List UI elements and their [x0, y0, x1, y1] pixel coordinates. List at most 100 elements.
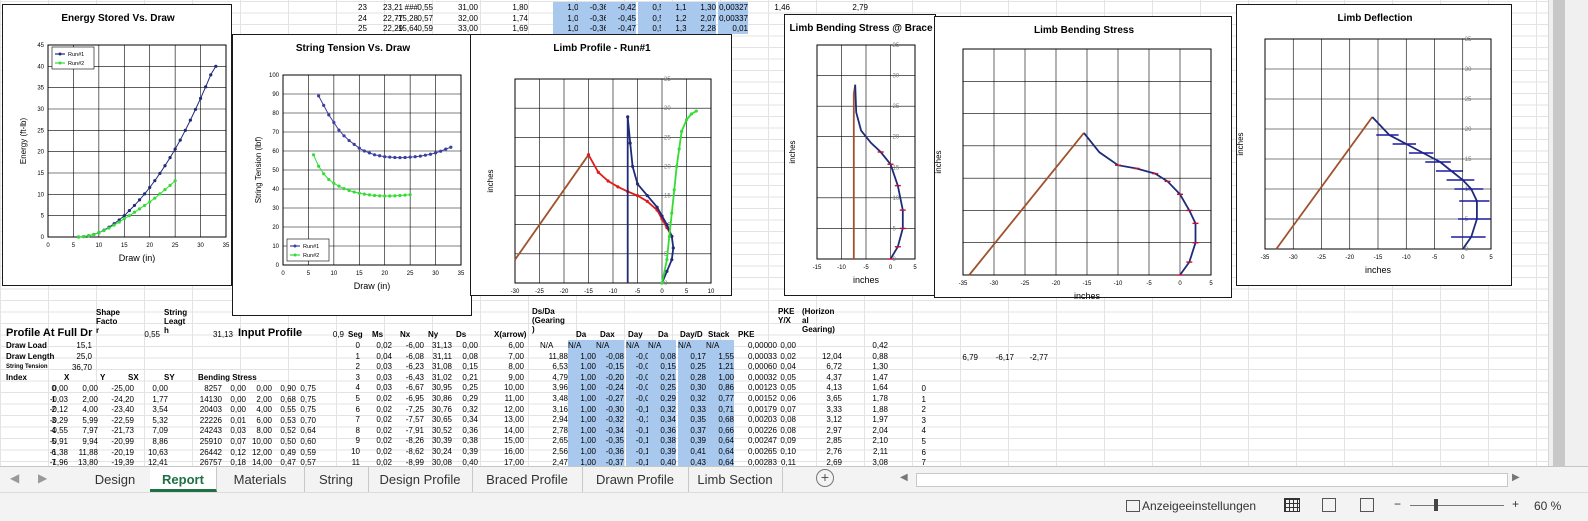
data-cell[interactable]: -0,36 — [596, 446, 624, 457]
data-cell[interactable]: 8,86 — [152, 437, 168, 446]
next-sheet-icon[interactable]: ▶ — [38, 471, 48, 485]
data-cell[interactable]: 11,00 — [504, 394, 524, 403]
data-cell[interactable]: 0,00283 — [748, 457, 777, 466]
data-cell[interactable]: 0,40 — [648, 456, 676, 466]
data-cell[interactable]: 0,64 — [706, 456, 734, 466]
data-cell[interactable]: 4,37 — [826, 372, 842, 382]
data-cell[interactable]: 7,00 — [508, 351, 524, 361]
data-cell[interactable]: -7,91 — [405, 425, 424, 435]
data-cell[interactable]: 10,00 — [503, 383, 524, 393]
data-cell[interactable]: 4 — [921, 426, 926, 436]
data-cell[interactable]: -1,38 — [49, 447, 68, 457]
data-cell[interactable]: 1,00 — [568, 371, 596, 383]
data-cell[interactable]: 2,65 — [552, 436, 568, 446]
data-cell[interactable]: 1,00 — [553, 2, 583, 13]
data-cell[interactable]: -7,57 — [405, 415, 424, 425]
data-cell[interactable]: -0,24 — [596, 382, 624, 394]
label-cell[interactable]: Draw Load — [6, 341, 47, 350]
data-cell[interactable]: -0,36 — [578, 2, 608, 13]
data-cell[interactable]: 6,72 — [826, 362, 842, 372]
section-title[interactable]: Input Profile — [238, 327, 303, 339]
data-cell[interactable]: -0,34 — [596, 424, 624, 436]
data-cell[interactable]: 2,76 — [826, 447, 842, 456]
data-cell[interactable]: 0,38 — [462, 436, 478, 446]
header-cell[interactable]: Ds — [456, 330, 467, 339]
data-cell[interactable]: N/A — [626, 340, 654, 351]
data-cell[interactable]: 22226 — [199, 415, 222, 425]
data-cell[interactable]: 0,30 — [678, 382, 706, 394]
data-cell[interactable]: -0,47 — [606, 23, 636, 34]
data-cell[interactable]: 0,35 — [678, 414, 706, 426]
data-cell[interactable]: -0,12 — [626, 424, 654, 436]
chart-string-tension[interactable]: String Tension Vs. Draw 0 5 10 15 20 25 30 35 0 10… — [232, 34, 472, 316]
data-cell[interactable]: 2,11 — [873, 447, 888, 456]
data-cell[interactable]: 0,32 — [678, 393, 706, 404]
data-cell[interactable]: 0,55 — [144, 330, 160, 339]
data-cell[interactable]: -0,06 — [626, 371, 654, 383]
header-cell[interactable]: SY — [164, 373, 175, 382]
data-cell[interactable]: 1,69 — [512, 24, 528, 33]
data-cell[interactable]: -0,20 — [596, 371, 624, 383]
data-cell[interactable]: 30,95 — [431, 383, 452, 393]
zoom-slider[interactable] — [1410, 505, 1504, 506]
data-cell[interactable]: 0,05 — [780, 383, 796, 393]
data-cell[interactable]: 0,05 — [780, 372, 796, 382]
data-cell[interactable]: 0,09 — [780, 436, 796, 446]
data-cell[interactable]: 0,55 — [417, 3, 433, 12]
data-cell[interactable]: 0,59 — [300, 447, 316, 457]
data-cell[interactable]: 8257 — [204, 384, 222, 393]
data-cell[interactable]: 6,00 — [256, 415, 272, 425]
data-cell[interactable]: -0,29 — [49, 415, 68, 425]
data-cell[interactable]: -0,27 — [596, 393, 624, 404]
data-cell[interactable]: 30,52 — [431, 425, 452, 435]
data-cell[interactable]: N/A — [596, 340, 624, 351]
data-cell[interactable]: 0,37 — [678, 424, 706, 436]
data-cell[interactable]: -0,04 — [626, 361, 654, 373]
header-cell[interactable]: Seg — [348, 330, 363, 339]
data-cell[interactable]: 0,21 — [648, 371, 676, 383]
data-cell[interactable]: 2,78 — [552, 425, 568, 435]
data-cell[interactable]: 0,57 — [417, 13, 433, 23]
data-cell[interactable]: 0,00203 — [748, 415, 777, 425]
label-cell[interactable]: String Tension — [6, 364, 48, 370]
data-cell[interactable]: 5 — [355, 394, 360, 403]
header-cell[interactable]: String Leagt h — [164, 308, 188, 335]
data-cell[interactable]: 7 — [921, 458, 926, 466]
data-cell[interactable]: 1,00 — [568, 403, 596, 415]
data-cell[interactable]: 30,86 — [431, 394, 452, 403]
data-cell[interactable]: 0,00 — [462, 341, 478, 350]
header-cell[interactable]: Dax — [600, 330, 615, 339]
section-title[interactable]: Profile At Full Dr — [6, 327, 93, 339]
data-cell[interactable]: 1,00 — [568, 414, 596, 426]
data-cell[interactable]: 0,00337 — [718, 12, 748, 24]
worksheet-grid[interactable]: 23###23,210,5531,001,801,00-0,36-0,420,5… — [0, 0, 1548, 466]
data-cell[interactable]: 0,00152 — [748, 394, 777, 403]
data-cell[interactable]: 9,00 — [508, 372, 524, 382]
data-cell[interactable]: N/A — [568, 340, 596, 351]
data-cell[interactable]: 30,08 — [431, 457, 452, 466]
data-cell[interactable]: 1,00 — [553, 23, 583, 34]
data-cell[interactable]: 0,00 — [230, 405, 246, 415]
data-cell[interactable]: 0,25 — [462, 383, 478, 393]
horizontal-scrollbar[interactable] — [916, 473, 1508, 487]
data-cell[interactable]: 6,79 — [962, 353, 978, 362]
data-cell[interactable]: 0,34 — [648, 414, 676, 426]
data-cell[interactable]: 0,08 — [462, 351, 478, 361]
data-cell[interactable]: 2,79 — [852, 3, 868, 12]
data-cell[interactable]: N/A — [540, 341, 554, 350]
data-cell[interactable]: 0,43 — [678, 456, 706, 466]
data-cell[interactable]: 1,21 — [706, 361, 734, 373]
data-cell[interactable]: 12,00 — [251, 447, 272, 457]
data-cell[interactable]: 0,18 — [230, 458, 246, 466]
data-cell[interactable]: 0,21 — [462, 372, 478, 382]
tab-limb-section[interactable]: Limb Section — [688, 467, 783, 492]
header-cell[interactable]: Bending Stress — [198, 373, 257, 382]
data-cell[interactable]: 3,16 — [552, 404, 568, 414]
data-cell[interactable]: 4 — [355, 383, 360, 393]
data-cell[interactable]: -24,20 — [111, 394, 134, 404]
data-cell[interactable]: 31,11 — [432, 351, 452, 361]
data-cell[interactable]: 0,41 — [678, 446, 706, 457]
display-settings-label[interactable]: Anzeigeeinstellungen — [1142, 499, 1257, 513]
data-cell[interactable]: 0,49 — [280, 447, 296, 457]
data-cell[interactable]: 3,33 — [826, 404, 842, 414]
